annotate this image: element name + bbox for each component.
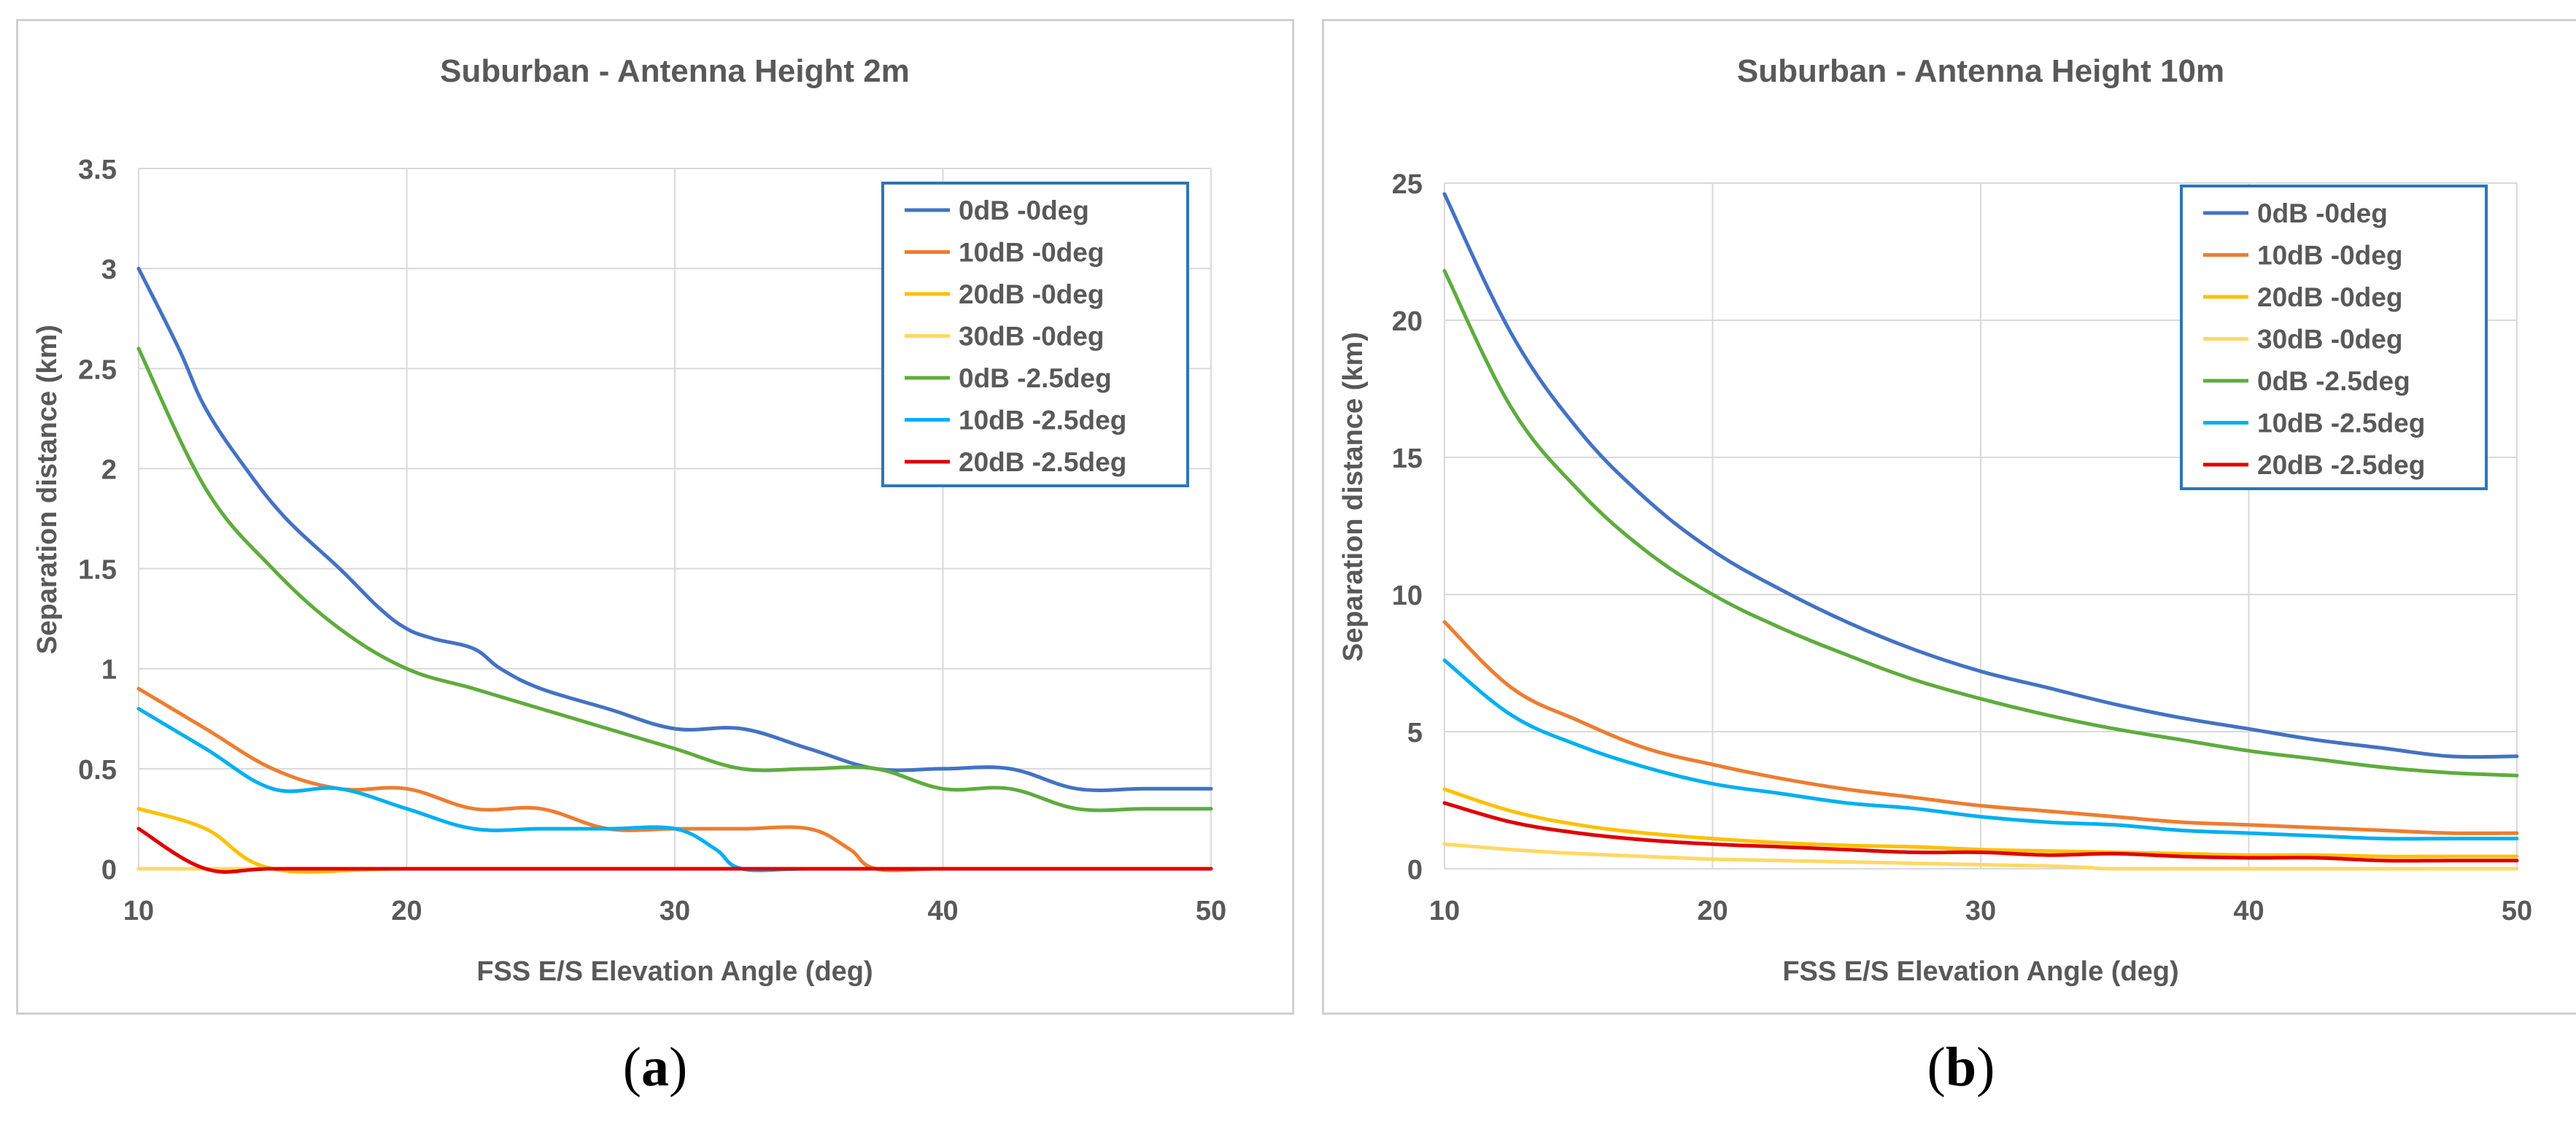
y-axis-label: Separation distance (km)	[32, 325, 63, 654]
x-tick-label: 50	[1196, 896, 1226, 926]
legend-label: 20dB -2.5deg	[959, 447, 1126, 477]
legend: 0dB -0deg 10dB -0deg 20dB -0deg 30dB -0deg 0…	[881, 182, 1189, 487]
y-tick-label: 1	[101, 655, 117, 686]
x-tick-label: 50	[2502, 896, 2532, 926]
legend-label: 20dB -2.5deg	[2257, 450, 2425, 480]
legend-label: 10dB -2.5deg	[959, 406, 1126, 435]
legend-label: 10dB -0deg	[2257, 241, 2402, 271]
x-axis-label: FSS E/S Elevation Angle (deg)	[1782, 956, 2178, 987]
legend-label: 0dB -2.5deg	[2257, 366, 2410, 396]
legend-label: 20dB -0deg	[2257, 282, 2402, 312]
chart-title: Suburban - Antenna Height 10m	[1737, 53, 2224, 89]
chart-panel-b: Suburban - Antenna Height 10m 0 5 10 15 20 25 1…	[1322, 19, 2576, 1015]
chart-b-svg: Suburban - Antenna Height 10m 0 5 10 15 20 25 1…	[1338, 53, 2532, 987]
y-tick-label: 0	[1407, 855, 1423, 886]
legend-label: 30dB -0deg	[2257, 325, 2402, 355]
x-tick-label: 30	[660, 896, 690, 926]
y-tick-label: 0.5	[78, 755, 117, 786]
legend-label: 30dB -0deg	[959, 322, 1104, 352]
x-axis-label: FSS E/S Elevation Angle (deg)	[476, 956, 873, 987]
series-line-10db-0deg	[1442, 620, 2519, 835]
series-line-0db-0deg	[1442, 192, 2519, 759]
y-tick-label: 25	[1392, 169, 1423, 200]
y-tick-label: 15	[1392, 444, 1423, 474]
chart-a-svg: Suburban - Antenna Height 2m 0 0.5 1 1.5 2 2.5…	[32, 53, 1226, 987]
y-tick-label: 5	[1407, 718, 1423, 748]
legend: 0dB -0deg 10dB -0deg 20dB -0deg 30dB -0deg 0…	[2180, 185, 2488, 490]
series-line-0db-2-5deg	[136, 346, 1213, 813]
legend-label: 20dB -0deg	[959, 279, 1104, 309]
chart-title: Suburban - Antenna Height 2m	[440, 53, 910, 89]
y-tick-label: 2.5	[78, 355, 117, 385]
y-axis-label: Separation distance (km)	[1338, 332, 1369, 662]
series-line-0db-2-5deg	[1442, 268, 2519, 778]
y-tick-label: 10	[1392, 581, 1423, 611]
x-tick-label: 20	[391, 896, 422, 926]
y-tick-label: 2	[101, 454, 117, 485]
x-tick-label: 10	[1429, 896, 1460, 926]
y-tick-label: 3	[101, 255, 117, 285]
series-line-0db-0deg	[136, 266, 1213, 792]
x-tick-label: 40	[927, 896, 958, 926]
y-tick-label: 20	[1392, 306, 1423, 337]
caption-b-letter: b	[1945, 1037, 1977, 1098]
y-tick-label: 3.5	[78, 155, 117, 185]
legend-label: 10dB -2.5deg	[2257, 408, 2425, 438]
y-tick-label: 0	[101, 855, 117, 886]
y-tick-label: 1.5	[78, 555, 117, 586]
caption-a: (a)	[622, 1037, 688, 1098]
legend-label: 0dB -0deg	[2257, 198, 2388, 228]
caption-b: (b)	[1927, 1037, 1995, 1098]
x-tick-label: 10	[123, 896, 154, 926]
caption-a-letter: a	[641, 1037, 669, 1098]
legend-label: 0dB -0deg	[959, 195, 1089, 225]
legend-label: 0dB -2.5deg	[959, 363, 1112, 393]
x-tick-label: 20	[1697, 896, 1728, 926]
legend-label: 10dB -0deg	[959, 238, 1104, 268]
series-line-30db-0deg	[1442, 842, 2519, 871]
x-tick-label: 30	[1965, 896, 1996, 926]
x-tick-label: 40	[2233, 896, 2264, 926]
chart-panel-a: Suburban - Antenna Height 2m 0 0.5 1 1.5 2 2.5…	[16, 19, 1294, 1015]
series-line-20db-2-5deg	[1442, 801, 2519, 863]
series-line-20db-2-5deg	[136, 826, 1213, 874]
series-line-20db-0deg	[1442, 787, 2519, 859]
series-line-10db-2-5deg	[1442, 658, 2519, 841]
